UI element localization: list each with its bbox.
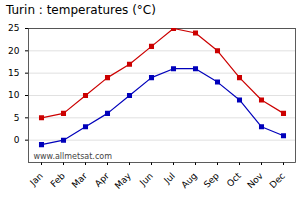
svg-text:Jan: Jan [27, 171, 45, 189]
svg-text:Jul: Jul [161, 171, 176, 186]
svg-text:Sep: Sep [202, 171, 221, 190]
svg-text:5: 5 [14, 113, 20, 123]
svg-text:25: 25 [8, 23, 19, 33]
svg-text:10: 10 [8, 90, 20, 100]
svg-text:Oct: Oct [225, 170, 243, 188]
svg-text:0: 0 [14, 135, 20, 145]
html-text:Turin : temperatures (°C): Turin : temperatures (°C) [6, 3, 156, 17]
svg-text:Apr: Apr [93, 171, 111, 189]
svg-text:May: May [113, 170, 134, 191]
svg-text:Feb: Feb [49, 171, 68, 190]
svg-text:15: 15 [8, 68, 19, 78]
svg-text:Mar: Mar [70, 170, 89, 189]
svg-text:20: 20 [8, 46, 20, 56]
svg-text:www.allmetsat.com: www.allmetsat.com [34, 152, 113, 161]
svg-text:Aug: Aug [179, 171, 199, 191]
svg-text:Dec: Dec [268, 171, 287, 190]
svg-text:Nov: Nov [245, 170, 265, 190]
svg-text:Jun: Jun [137, 171, 155, 189]
